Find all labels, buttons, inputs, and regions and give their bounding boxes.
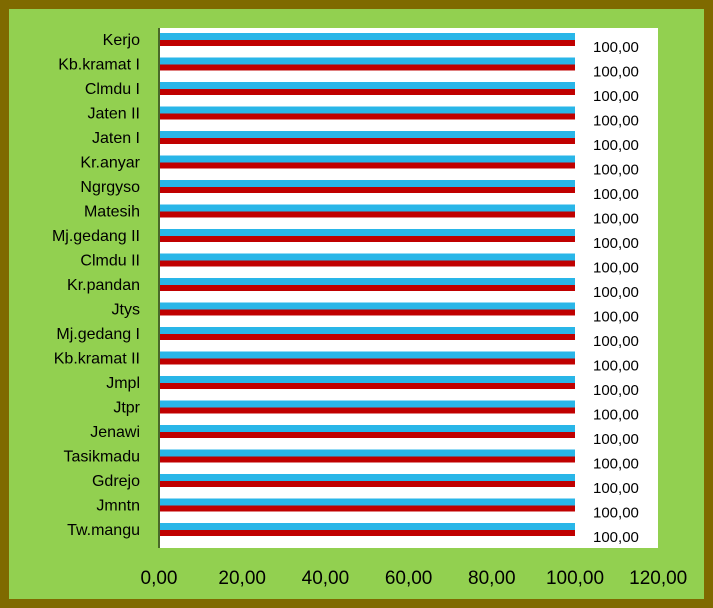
x-tick-label: 40,00	[302, 568, 350, 589]
bar-series2-16	[160, 432, 575, 438]
bar-series1-19	[160, 498, 575, 506]
bar-series1-12	[160, 327, 575, 334]
bar-series1-4	[160, 131, 575, 138]
data-label: 100,00	[593, 39, 639, 56]
bar-series1-14	[160, 376, 575, 383]
category-label: Jenawi	[90, 424, 140, 441]
data-label: 100,00	[593, 211, 639, 228]
category-label: Clmdu I	[85, 81, 140, 98]
x-tick-label: 120,00	[629, 568, 687, 589]
category-label: Kb.kramat II	[54, 351, 140, 368]
data-label: 100,00	[593, 260, 639, 277]
bar-series2-19	[160, 505, 575, 512]
category-label: Kr.pandan	[67, 277, 140, 294]
bar-series1-6	[160, 180, 575, 187]
x-tick-label: 80,00	[468, 568, 516, 589]
x-tick-label: 20,00	[218, 568, 266, 589]
data-label: 100,00	[593, 456, 639, 473]
bar-series2-1	[160, 64, 575, 71]
bar-series1-0	[160, 33, 575, 40]
bar-series2-18	[160, 481, 575, 487]
category-label: Jtpr	[113, 400, 140, 417]
bar-series1-20	[160, 523, 575, 530]
category-label: Jaten I	[92, 130, 140, 147]
bar-series1-2	[160, 82, 575, 89]
bar-series2-0	[160, 40, 575, 46]
category-label: Mj.gedang I	[56, 326, 140, 343]
data-label: 100,00	[593, 113, 639, 130]
category-label: Clmdu II	[80, 253, 140, 270]
category-label: Tw.mangu	[67, 522, 140, 539]
category-label: Tasikmadu	[64, 449, 140, 466]
bar-series2-15	[160, 407, 575, 414]
bar-series2-7	[160, 211, 575, 218]
category-label: Jmntn	[96, 498, 140, 515]
data-label: 100,00	[593, 64, 639, 81]
bar-series2-11	[160, 309, 575, 316]
category-label: Matesih	[84, 204, 140, 221]
bar-series2-12	[160, 334, 575, 340]
data-label: 100,00	[593, 137, 639, 154]
bar-series2-17	[160, 456, 575, 463]
bar-series2-3	[160, 113, 575, 120]
category-label: Kerjo	[103, 32, 140, 49]
bar-series1-8	[160, 229, 575, 236]
data-label: 100,00	[593, 333, 639, 350]
bar-series2-6	[160, 187, 575, 193]
category-label: Kr.anyar	[80, 155, 140, 172]
bar-series2-20	[160, 530, 575, 536]
data-label: 100,00	[593, 529, 639, 546]
bar-series1-9	[160, 253, 575, 261]
bar-series1-7	[160, 204, 575, 212]
bar-series1-5	[160, 155, 575, 163]
bar-series2-10	[160, 285, 575, 291]
bar-series1-3	[160, 106, 575, 114]
bar-series2-5	[160, 162, 575, 169]
x-tick-label: 0,00	[141, 568, 178, 589]
bar-series2-8	[160, 236, 575, 242]
category-label: Jaten II	[88, 106, 140, 123]
bar-series2-2	[160, 89, 575, 95]
category-label: Jmpl	[106, 375, 140, 392]
bar-series1-11	[160, 302, 575, 310]
category-label: Gdrejo	[92, 473, 140, 490]
data-label: 100,00	[593, 186, 639, 203]
bar-series2-14	[160, 383, 575, 389]
data-label: 100,00	[593, 358, 639, 375]
bar-series2-13	[160, 358, 575, 365]
bar-series1-17	[160, 449, 575, 457]
category-label: Kb.kramat I	[58, 57, 140, 74]
category-label: Mj.gedang II	[52, 228, 140, 245]
x-tick-label: 60,00	[385, 568, 433, 589]
bar-series1-10	[160, 278, 575, 285]
data-label: 100,00	[593, 505, 639, 522]
bar-series1-18	[160, 474, 575, 481]
category-label: Ngrgyso	[80, 179, 140, 196]
bar-series2-9	[160, 260, 575, 267]
bar-series1-13	[160, 351, 575, 359]
data-label: 100,00	[593, 284, 639, 301]
x-tick-label: 100,00	[546, 568, 604, 589]
bar-series2-4	[160, 138, 575, 144]
data-label: 100,00	[593, 407, 639, 424]
bar-series1-15	[160, 400, 575, 408]
data-label: 100,00	[593, 431, 639, 448]
bar-series1-1	[160, 57, 575, 65]
data-label: 100,00	[593, 162, 639, 179]
bar-series1-16	[160, 425, 575, 432]
data-label: 100,00	[593, 382, 639, 399]
category-label: Jtys	[112, 302, 140, 319]
data-label: 100,00	[593, 88, 639, 105]
data-label: 100,00	[593, 235, 639, 252]
data-label: 100,00	[593, 309, 639, 326]
data-label: 100,00	[593, 480, 639, 497]
